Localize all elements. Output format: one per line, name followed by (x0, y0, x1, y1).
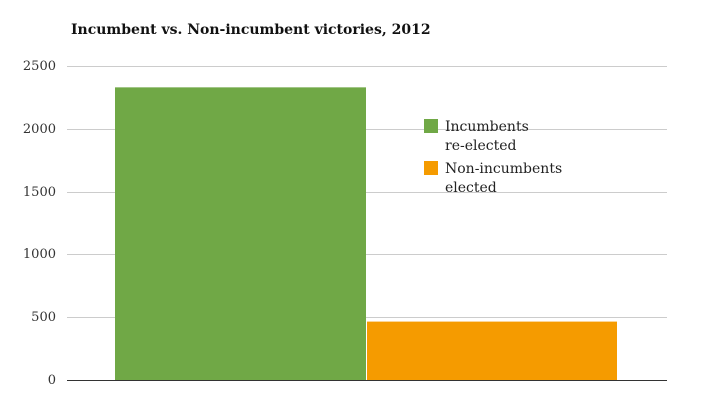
legend-swatch-1 (424, 161, 438, 175)
y-tick-label: 2500 (23, 59, 56, 74)
gridlines (67, 66, 667, 318)
legend-swatch-0 (424, 119, 438, 133)
legend-label-1: elected (445, 180, 497, 196)
legend: Incumbents re-elected Non-incumbents electe… (424, 119, 562, 196)
bars (115, 87, 617, 381)
y-tick-label: 500 (31, 310, 56, 325)
y-tick-label: 0 (48, 373, 56, 388)
y-tick-label: 1000 (23, 247, 56, 262)
chart-title: Incumbent vs. Non-incumbent victories, 2… (71, 22, 431, 38)
legend-label-0: re-elected (445, 138, 517, 154)
bar-1 (367, 321, 617, 380)
y-tick-label: 2000 (23, 122, 56, 137)
legend-label-0: Incumbents (445, 119, 529, 135)
legend-label-1: Non-incumbents (445, 161, 562, 177)
y-tick-label: 1500 (23, 185, 56, 200)
bar-0 (115, 87, 366, 381)
y-axis-ticks: 0 500 1000 1500 2000 2500 (23, 59, 56, 388)
